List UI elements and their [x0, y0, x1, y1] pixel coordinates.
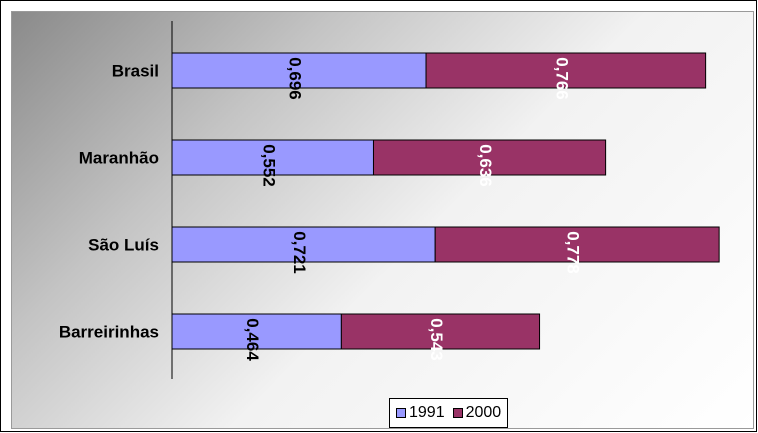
bars-layer: [171, 52, 720, 350]
data-label-barreirinhas-1991: 0,464: [243, 318, 262, 361]
category-label-brasil: Brasil: [112, 62, 159, 81]
data-label-sao-luis-1991: 0,721: [290, 231, 309, 274]
legend-item-2000: 2000: [452, 404, 502, 422]
legend-item-1991: 1991: [396, 404, 445, 422]
data-label-brasil-1991: 0,696: [286, 57, 305, 100]
category-label-barreirinhas: Barreirinhas: [59, 323, 159, 342]
bar-maranhao-2000: [372, 139, 607, 176]
legend-swatch-2000: [452, 408, 463, 418]
data-label-barreirinhas-2000: 0,543: [427, 318, 446, 361]
labels-layer: Brasil 0,696 0,766 Maranhão 0,552 0,636 São Lu…: [59, 57, 583, 361]
category-label-sao-luis: São Luís: [88, 236, 159, 255]
legend-swatch-1991: [396, 408, 406, 418]
category-label-maranhao: Maranhão: [79, 149, 159, 168]
data-label-maranhao-1991: 0,552: [259, 144, 278, 187]
bar-sao-luis-2000: [434, 226, 720, 263]
bar-brasil-2000: [425, 52, 707, 89]
legend-label-2000: 2000: [465, 404, 502, 421]
legend-label-1991: 1991: [409, 404, 445, 421]
data-label-brasil-2000: 0,766: [552, 57, 571, 100]
data-label-maranhao-2000: 0,636: [476, 144, 495, 187]
legend: 1991 2000: [389, 398, 509, 428]
bar-barreirinhas-2000: [340, 313, 541, 350]
bar-brasil-1991: [171, 52, 427, 89]
data-label-sao-luis-2000: 0,778: [564, 231, 583, 274]
